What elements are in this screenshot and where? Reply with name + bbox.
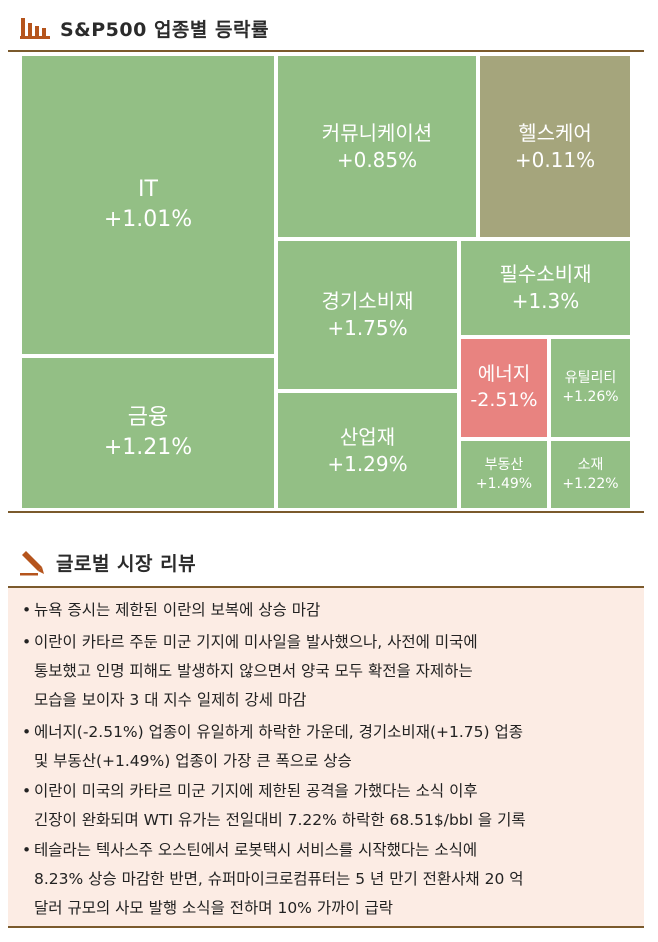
tile-materials: 소재 +1.22% — [549, 439, 632, 510]
tile-industrials-change: +1.29% — [327, 451, 408, 476]
bullet-dot: • — [22, 723, 32, 741]
review-box: • 뉴욕 증시는 제한된 이란의 보복에 상승 마감 • 이란이 카타르 주둔 … — [8, 586, 644, 928]
bullet-line: 통보했고 인명 피해도 발생하지 않으면서 양국 모두 확전을 자제하는 — [34, 662, 473, 680]
tile-consumer-discretionary-name: 경기소비재 — [321, 289, 414, 313]
bullet-line: 이란이 카타르 주둔 미군 기지에 미사일을 발사했으나, 사전에 미국에 — [34, 633, 478, 651]
review-bullet: • 테슬라는 텍사스주 오스틴에서 로봇택시 서비스를 시작했다는 소식에 8.… — [22, 836, 634, 923]
tile-materials-name: 소재 — [577, 456, 604, 473]
bullet-dot: • — [22, 782, 32, 800]
header-divider — [8, 50, 644, 52]
review-header: 글로벌 시장 리뷰 — [18, 546, 196, 578]
tile-energy: 에너지 -2.51% — [459, 337, 549, 439]
chart-title: S&P500 업종별 등락률 — [60, 18, 269, 41]
tile-communication: 커뮤니케이션 +0.85% — [276, 54, 478, 239]
bullet-dot: • — [22, 601, 32, 619]
bullet-line: 뉴욕 증시는 제한된 이란의 보복에 상승 마감 — [34, 601, 321, 619]
tile-utilities-change: +1.26% — [562, 389, 619, 405]
tile-finance-name: 금융 — [127, 405, 169, 431]
review-bullet: • 뉴욕 증시는 제한된 이란의 보복에 상승 마감 — [22, 596, 634, 625]
tile-finance-change: +1.21% — [103, 435, 193, 460]
tile-consumer-discretionary: 경기소비재 +1.75% — [276, 239, 459, 391]
bullet-line: 모습을 보이자 3 대 지수 일제히 강세 마감 — [34, 691, 307, 709]
review-bullet: • 에너지(-2.51%) 업종이 유일하게 하락한 가운데, 경기소비재(+1… — [22, 718, 634, 776]
bullet-line: 8.23% 상승 마감한 반면, 슈퍼마이크로컴퓨터는 5 년 만기 전환사채 … — [34, 870, 524, 888]
tile-healthcare-change: +0.11% — [514, 147, 596, 172]
tile-industrials: 산업재 +1.29% — [276, 391, 459, 510]
tile-healthcare-name: 헬스케어 — [518, 120, 592, 145]
tile-real-estate: 부동산 +1.49% — [459, 439, 549, 510]
tile-consumer-staples: 필수소비재 +1.3% — [459, 239, 632, 337]
tile-communication-change: +0.85% — [336, 147, 418, 172]
tile-it-change: +1.01% — [103, 207, 193, 232]
bar-chart-icon — [20, 18, 50, 39]
bullet-line: 긴장이 완화되며 WTI 유가는 전일대비 7.22% 하락한 68.51$/b… — [34, 811, 526, 829]
tile-utilities: 유틸리티 +1.26% — [549, 337, 632, 439]
bullet-dot: • — [22, 633, 32, 651]
tile-energy-name: 에너지 — [477, 363, 531, 386]
sector-treemap: IT +1.01% 금융 +1.21% 커뮤니케이션 +0.85% 헬스케어 +… — [20, 54, 632, 510]
pen-icon — [20, 551, 44, 576]
tile-industrials-name: 산업재 — [339, 424, 396, 449]
bullet-line: 이란이 미국의 카타르 미군 기지에 제한된 공격을 가했다는 소식 이후 — [34, 782, 478, 800]
bullet-line: 달러 규모의 사모 발행 소식을 전하며 10% 가까이 급락 — [34, 899, 394, 917]
chart-bottom-divider — [8, 511, 644, 513]
tile-energy-change: -2.51% — [470, 389, 538, 411]
bullet-line: 테슬라는 텍사스주 오스틴에서 로봇택시 서비스를 시작했다는 소식에 — [34, 841, 478, 859]
tile-materials-change: +1.22% — [562, 475, 619, 492]
review-bullet: • 이란이 카타르 주둔 미군 기지에 미사일을 발사했으나, 사전에 미국에 … — [22, 628, 634, 715]
tile-real-estate-name: 부동산 — [484, 456, 524, 473]
tile-healthcare: 헬스케어 +0.11% — [478, 54, 632, 239]
review-title: 글로벌 시장 리뷰 — [56, 552, 197, 575]
bullet-line: 및 부동산(+1.49%) 업종이 가장 큰 폭으로 상승 — [34, 752, 352, 770]
tile-finance: 금융 +1.21% — [20, 356, 276, 510]
bullet-line: 에너지(-2.51%) 업종이 유일하게 하락한 가운데, 경기소비재(+1.7… — [34, 723, 523, 741]
chart-header: S&P500 업종별 등락률 — [20, 10, 269, 46]
tile-real-estate-change: +1.49% — [475, 475, 533, 492]
tile-utilities-name: 유틸리티 — [564, 370, 617, 387]
tile-consumer-discretionary-change: +1.75% — [327, 316, 408, 340]
tile-communication-name: 커뮤니케이션 — [321, 120, 433, 145]
tile-consumer-staples-name: 필수소비재 — [499, 262, 592, 286]
review-bullet: • 이란이 미국의 카타르 미군 기지에 제한된 공격을 가했다는 소식 이후 … — [22, 777, 634, 835]
tile-it-name: IT — [138, 177, 158, 203]
bullet-dot: • — [22, 841, 32, 859]
tile-it: IT +1.01% — [20, 54, 276, 356]
tile-consumer-staples-change: +1.3% — [511, 289, 580, 313]
